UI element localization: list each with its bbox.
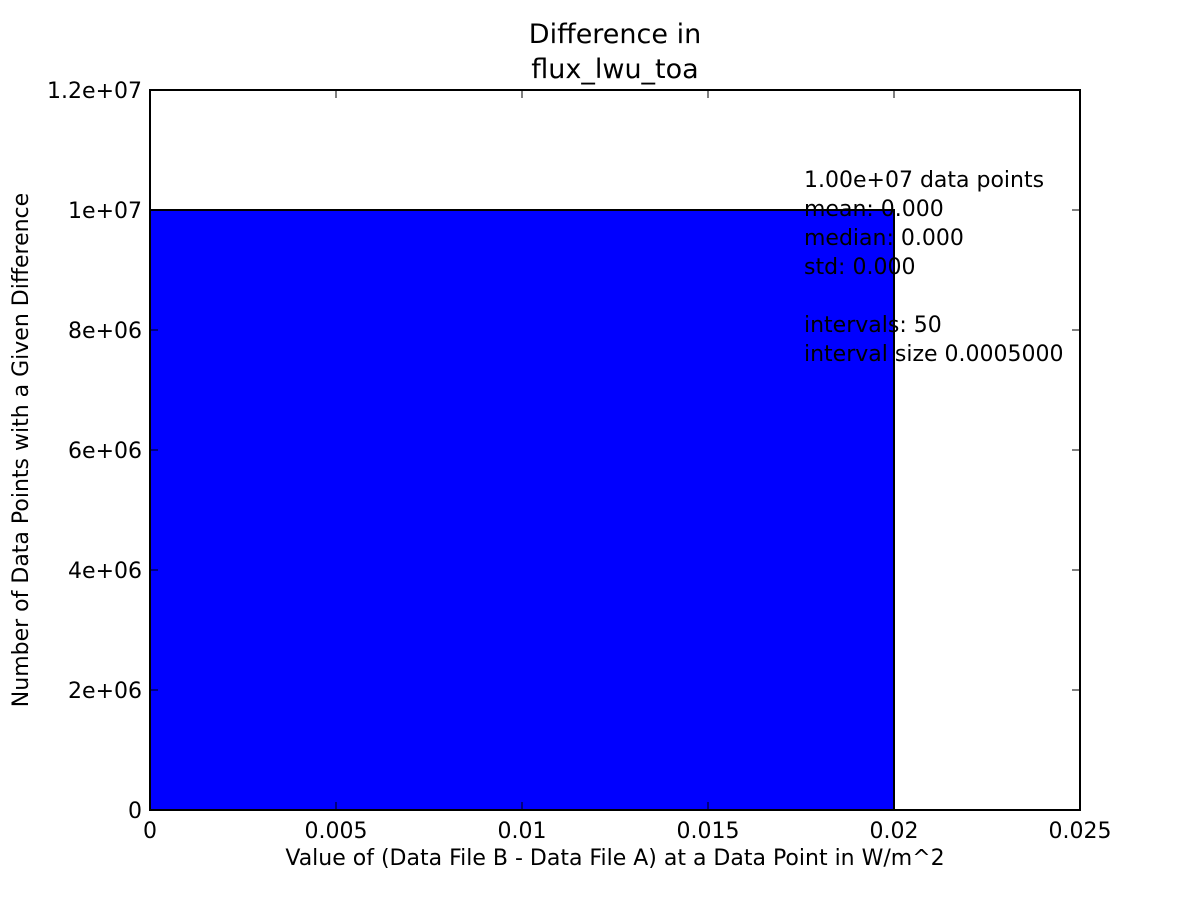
y-tick-label: 4e+06 — [68, 559, 142, 584]
stats-line: mean: 0.000 — [804, 197, 944, 222]
x-axis-label: Value of (Data File B - Data File A) at … — [285, 846, 944, 871]
stats-line: median: 0.000 — [804, 226, 964, 251]
stats-line: std: 0.000 — [804, 255, 915, 280]
bars-layer — [149, 209, 895, 811]
ticks-layer: 0 0.005 0.01 0.015 0.02 0.025 0 2e+06 4e+06 6e+06… — [47, 79, 1111, 844]
y-tick-label: 6e+06 — [68, 439, 142, 464]
stats-line: interval size 0.0005000 — [804, 342, 1064, 367]
y-tick-label: 0 — [128, 799, 142, 824]
y-tick-label: 8e+06 — [68, 319, 142, 344]
stats-annotation: 1.00e+07 data points mean: 0.000 median: 0… — [804, 168, 1064, 367]
stats-line: intervals: 50 — [804, 313, 942, 338]
chart-title-line: flux_lwu_toa — [531, 54, 698, 85]
chart-title: Difference in flux_lwu_toa — [529, 19, 701, 85]
chart-title-line: Difference in — [529, 19, 701, 50]
x-tick-label: 0 — [143, 819, 157, 844]
x-tick-label: 0.02 — [870, 819, 919, 844]
x-tick-label: 0.01 — [498, 819, 547, 844]
y-tick-label: 1e+07 — [68, 199, 142, 224]
x-tick-label: 0.015 — [677, 819, 740, 844]
stats-line: 1.00e+07 data points — [804, 168, 1044, 193]
x-tick-label: 0.025 — [1049, 819, 1112, 844]
y-axis-label: Number of Data Points with a Given Diffe… — [9, 193, 34, 707]
y-tick-label: 1.2e+07 — [47, 79, 142, 104]
histogram-bar — [149, 209, 895, 811]
x-tick-label: 0.005 — [305, 819, 368, 844]
y-tick-label: 2e+06 — [68, 679, 142, 704]
